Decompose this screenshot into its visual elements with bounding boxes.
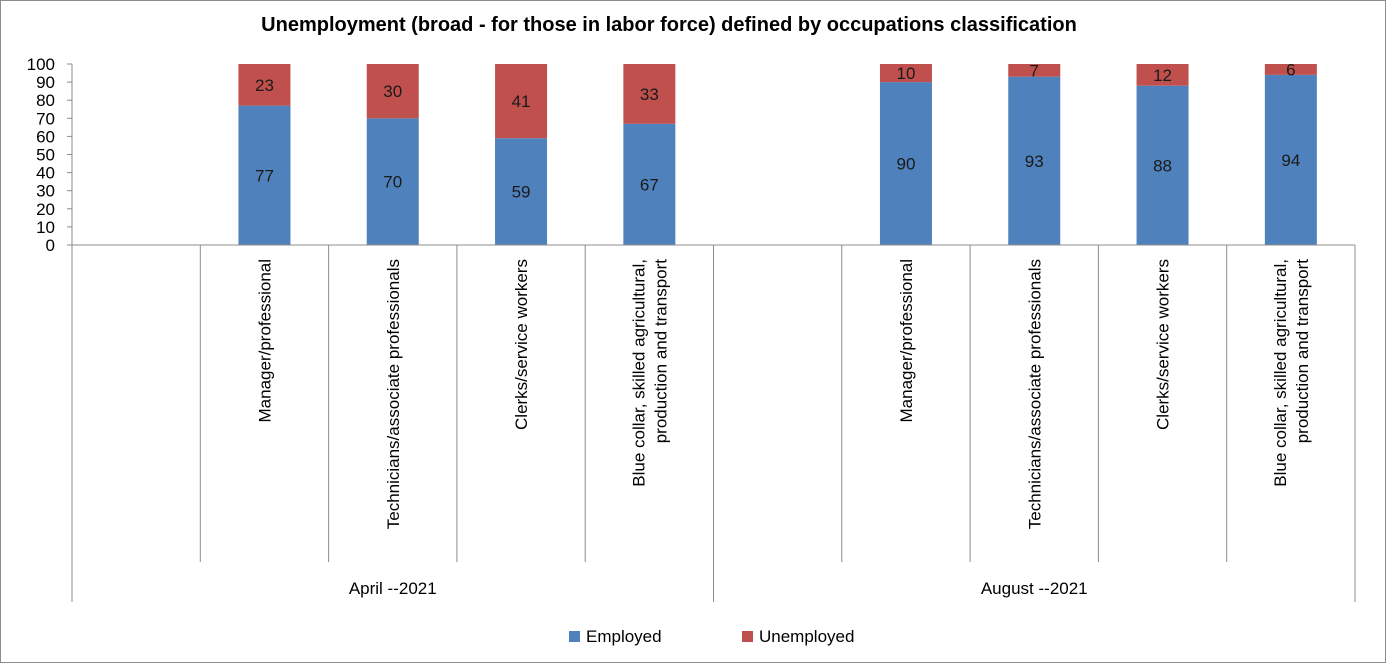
data-label: 33 xyxy=(640,85,659,104)
data-label: 93 xyxy=(1025,152,1044,171)
legend-label-unemployed: Unemployed xyxy=(759,627,854,646)
bar-segment-employed xyxy=(1136,85,1189,245)
bars: 77 23 70 30 59 41 67 33 90 10 93 7 88 12 94 6 xyxy=(238,60,1317,245)
category-label-line: Manager/professional xyxy=(897,259,916,422)
category-label-line: Clerks/service workers xyxy=(512,259,531,430)
data-label: 10 xyxy=(896,64,915,83)
category-label: Technicians/associate professionals xyxy=(1025,259,1044,529)
data-label: 67 xyxy=(640,175,659,194)
y-tick-label: 50 xyxy=(36,146,55,165)
bar-segment-employed xyxy=(1264,74,1317,245)
bar-segment-employed xyxy=(879,82,932,245)
bar-segment-unemployed xyxy=(1008,64,1061,77)
category-label-line: production and transport xyxy=(1293,259,1312,444)
bar-segment-unemployed xyxy=(623,64,676,124)
category-label-line: Technicians/associate professionals xyxy=(1025,259,1044,529)
category-label-line: Blue collar, skilled agricultural, xyxy=(1271,259,1290,487)
y-tick-label: 100 xyxy=(27,55,55,74)
data-label: 41 xyxy=(512,92,531,111)
category-label-line: Blue collar, skilled agricultural, xyxy=(629,259,648,487)
y-tick-label: 60 xyxy=(36,127,55,146)
category-label: Manager/professional xyxy=(897,259,916,422)
legend-swatch-employed xyxy=(569,631,580,642)
data-label: 70 xyxy=(383,173,402,192)
y-tick-label: 90 xyxy=(36,73,55,92)
category-label: Clerks/service workers xyxy=(512,259,531,430)
data-label: 7 xyxy=(1030,61,1039,80)
y-tick-label: 10 xyxy=(36,218,55,237)
data-label: 30 xyxy=(383,82,402,101)
category-label: Clerks/service workers xyxy=(1154,259,1173,430)
bar-segment-employed xyxy=(366,118,419,245)
bar-segment-employed xyxy=(238,105,291,245)
x-axis: April --2021 Manager/professional Technici… xyxy=(71,244,1356,602)
chart-title: Unemployment (broad - for those in labor… xyxy=(261,14,1077,36)
data-label: 90 xyxy=(896,155,915,174)
y-tick-label: 70 xyxy=(36,109,55,128)
bar-segment-unemployed xyxy=(238,64,291,106)
legend-swatch-unemployed xyxy=(742,631,753,642)
data-label: 59 xyxy=(512,183,531,202)
y-tick-label: 0 xyxy=(46,236,55,255)
legend-label-employed: Employed xyxy=(586,627,662,646)
category-label: Blue collar, skilled agricultural, produc… xyxy=(629,259,670,487)
category-label: Blue collar, skilled agricultural, produc… xyxy=(1271,259,1312,487)
bar-segment-employed xyxy=(495,138,548,245)
y-tick-label: 30 xyxy=(36,182,55,201)
data-label: 23 xyxy=(255,76,274,95)
category-label-line: production and transport xyxy=(651,259,670,444)
data-label: 88 xyxy=(1153,156,1172,175)
group-label: August --2021 xyxy=(981,579,1088,598)
bar-segment-unemployed xyxy=(366,64,419,119)
category-label-line: Clerks/service workers xyxy=(1154,259,1173,430)
bar-segment-employed xyxy=(623,123,676,245)
y-tick-label: 40 xyxy=(36,164,55,183)
bar-segment-unemployed xyxy=(879,64,932,83)
y-tick-label: 20 xyxy=(36,200,55,219)
category-label-line: Technicians/associate professionals xyxy=(384,259,403,529)
bar-segment-unemployed xyxy=(1264,64,1317,75)
data-label: 77 xyxy=(255,166,274,185)
bar-segment-unemployed xyxy=(495,64,548,139)
legend: Employed Unemployed xyxy=(569,627,854,646)
data-label: 94 xyxy=(1281,151,1300,170)
y-tick-label: 80 xyxy=(36,91,55,110)
category-label: Technicians/associate professionals xyxy=(384,259,403,529)
group-label: April --2021 xyxy=(349,579,437,598)
data-label: 12 xyxy=(1153,66,1172,85)
data-label: 6 xyxy=(1286,60,1295,79)
category-label-line: Manager/professional xyxy=(255,259,274,422)
bar-segment-employed xyxy=(1008,76,1061,245)
bar-segment-unemployed xyxy=(1136,64,1189,86)
category-label: Manager/professional xyxy=(255,259,274,422)
